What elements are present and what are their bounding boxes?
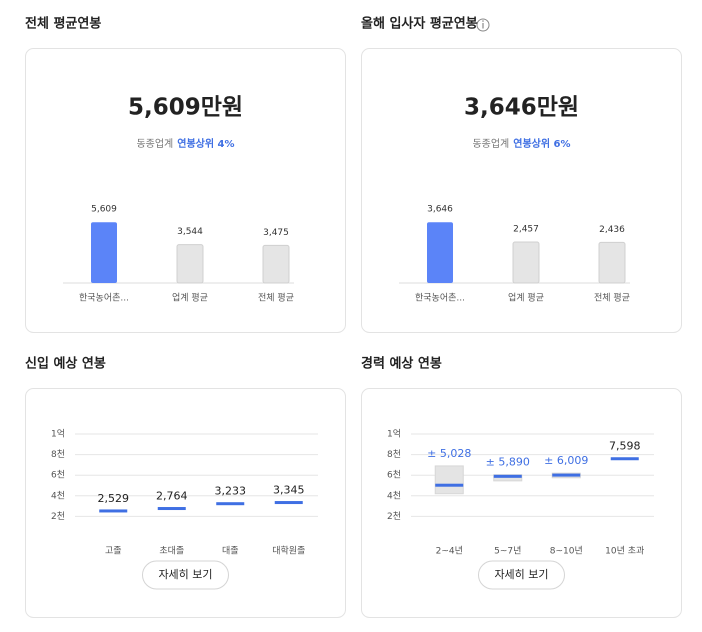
button-bg[interactable] [478,560,565,590]
value-label: 3,475 [263,228,289,238]
y-tick-label: 1억 [387,428,401,440]
category-label: 대학원졸 [272,546,305,557]
value-label: 7,598 [609,440,641,453]
category-label: 한국농어촌... [79,293,129,304]
value-marker [274,501,303,505]
info-icon[interactable] [476,18,490,32]
card [25,388,346,618]
value-marker [99,509,128,513]
category-label: 전체 평균 [594,293,630,304]
category-label: 대졸 [222,546,239,557]
note-highlight: 연봉상위 4% [177,137,234,150]
card [25,48,346,333]
value-marker [493,474,522,478]
button-label[interactable]: 자세히 보기 [494,567,548,581]
value-marker [157,507,186,511]
bar [262,244,290,284]
y-tick-label: 2천 [51,511,65,522]
bar [427,222,453,283]
value-label: 3,544 [177,227,203,237]
category-label: 한국농어촌... [415,293,465,304]
headline: 3,646만원 [464,95,579,121]
y-tick-label: 6천 [51,470,65,481]
y-tick-label: 8천 [387,449,401,460]
y-tick-label: 1억 [51,428,65,440]
note-text: 동종업계 [472,137,509,150]
headline: 5,609만원 [128,95,243,121]
bar [598,241,626,284]
note-highlight: 연봉상위 6% [513,137,570,150]
note-text: 동종업계 [136,137,173,150]
value-label: ± 6,009 [544,454,588,467]
category-label: 전체 평균 [258,293,294,304]
value-marker [610,457,639,461]
category-label: 초대졸 [159,546,184,557]
detail-button[interactable]: 자세히 보기 [478,560,565,590]
category-label: 10년 초과 [605,546,644,557]
button-bg[interactable] [142,560,229,590]
value-label: 2,529 [98,492,130,505]
value-marker [435,483,464,487]
value-label: ± 5,890 [486,456,530,469]
bar [176,244,204,284]
y-tick-label: 4천 [387,490,401,501]
y-tick-label: 8천 [51,449,65,460]
section-title: 올해 입사자 평균연봉 [361,16,478,32]
card [361,48,682,333]
value-label: 3,646 [427,205,453,215]
value-marker [216,502,245,506]
category-label: 고졸 [105,546,122,557]
value-marker [552,473,581,477]
section-title: 경력 예상 연봉 [361,356,442,372]
section-title: 전체 평균연봉 [25,16,101,32]
value-label: 3,233 [215,485,247,498]
bar [512,241,540,284]
button-label[interactable]: 자세히 보기 [158,567,212,581]
category-label: 업계 평균 [508,292,544,304]
section-title: 신입 예상 연봉 [25,356,106,372]
bar [91,222,117,283]
card [361,388,682,618]
value-label: 5,609 [91,205,117,215]
detail-button[interactable]: 자세히 보기 [142,560,229,590]
y-tick-label: 2천 [387,511,401,522]
note: 동종업계 연봉상위 4% [136,137,234,150]
value-label: ± 5,028 [427,447,471,460]
category-label: 업계 평균 [172,292,208,304]
value-label: 2,457 [513,225,539,235]
category-label: 2~4년 [436,546,463,557]
range-box [434,465,464,495]
note: 동종업계 연봉상위 6% [472,137,570,150]
category-label: 5~7년 [494,546,521,557]
value-label: 2,436 [599,225,625,235]
value-label: 3,345 [273,484,305,497]
y-tick-label: 4천 [51,490,65,501]
category-label: 8~10년 [550,546,583,557]
y-tick-label: 6천 [387,470,401,481]
value-label: 2,764 [156,490,188,503]
